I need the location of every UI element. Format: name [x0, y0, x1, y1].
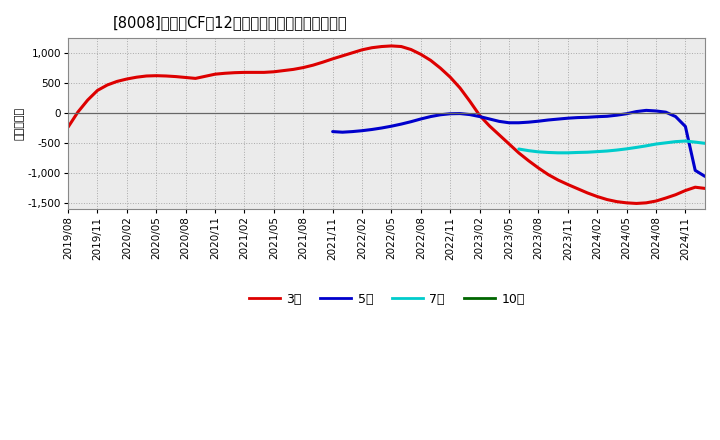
- 5年: [603, 114, 611, 119]
- 3年: [220, 71, 229, 76]
- 5年: [348, 129, 356, 134]
- Line: 5年: 5年: [333, 110, 705, 176]
- 5年: [446, 111, 454, 117]
- 3年: [387, 43, 396, 48]
- 5年: [475, 114, 484, 119]
- 5年: [495, 119, 503, 124]
- 7年: [515, 147, 523, 152]
- 7年: [632, 145, 641, 150]
- 3年: [701, 186, 709, 191]
- 5年: [466, 112, 474, 117]
- 5年: [426, 114, 435, 119]
- 5年: [485, 116, 494, 121]
- 5年: [554, 117, 562, 122]
- 5年: [417, 116, 426, 121]
- 5年: [358, 128, 366, 133]
- 5年: [652, 108, 660, 114]
- Legend: 3年, 5年, 7年, 10年: 3年, 5年, 7年, 10年: [243, 288, 529, 311]
- 3年: [113, 79, 122, 84]
- 5年: [515, 120, 523, 125]
- Y-axis label: （百万円）: （百万円）: [15, 107, 25, 140]
- 5年: [622, 111, 631, 117]
- 5年: [573, 115, 582, 120]
- 5年: [662, 110, 670, 115]
- 5年: [377, 125, 386, 131]
- 5年: [367, 127, 376, 132]
- 5年: [613, 113, 621, 118]
- 7年: [701, 141, 709, 146]
- 3年: [573, 186, 582, 191]
- 7年: [534, 149, 543, 154]
- 5年: [328, 129, 337, 134]
- 7年: [593, 149, 601, 154]
- 5年: [407, 119, 415, 125]
- 7年: [583, 150, 592, 155]
- 7年: [642, 143, 651, 148]
- 7年: [613, 147, 621, 153]
- 5年: [642, 108, 651, 113]
- 7年: [622, 146, 631, 151]
- 3年: [338, 53, 347, 59]
- 7年: [554, 150, 562, 155]
- 3年: [632, 201, 641, 206]
- 3年: [64, 125, 73, 130]
- 7年: [573, 150, 582, 155]
- 5年: [436, 112, 445, 117]
- 5年: [691, 168, 700, 173]
- 5年: [387, 124, 396, 129]
- 5年: [338, 129, 347, 135]
- 5年: [564, 116, 572, 121]
- 5年: [524, 120, 533, 125]
- 7年: [691, 139, 700, 145]
- 5年: [632, 109, 641, 114]
- Text: [8008]　投賄CFの12か月移動合計の平均値の推移: [8008] 投賄CFの12か月移動合計の平均値の推移: [113, 15, 347, 30]
- 7年: [671, 139, 680, 144]
- 5年: [671, 114, 680, 119]
- 7年: [524, 148, 533, 153]
- Line: 3年: 3年: [68, 46, 705, 203]
- 7年: [603, 148, 611, 154]
- 5年: [681, 124, 690, 129]
- 7年: [564, 150, 572, 155]
- 5年: [701, 174, 709, 179]
- 5年: [397, 121, 405, 127]
- 7年: [662, 140, 670, 146]
- 5年: [505, 120, 513, 125]
- 3年: [260, 70, 269, 75]
- 7年: [652, 141, 660, 147]
- 5年: [583, 115, 592, 120]
- 7年: [681, 139, 690, 144]
- Line: 7年: 7年: [519, 141, 705, 153]
- 5年: [593, 114, 601, 119]
- 7年: [544, 150, 552, 155]
- 5年: [544, 117, 552, 123]
- 5年: [534, 118, 543, 124]
- 3年: [348, 50, 356, 55]
- 5年: [456, 111, 464, 116]
